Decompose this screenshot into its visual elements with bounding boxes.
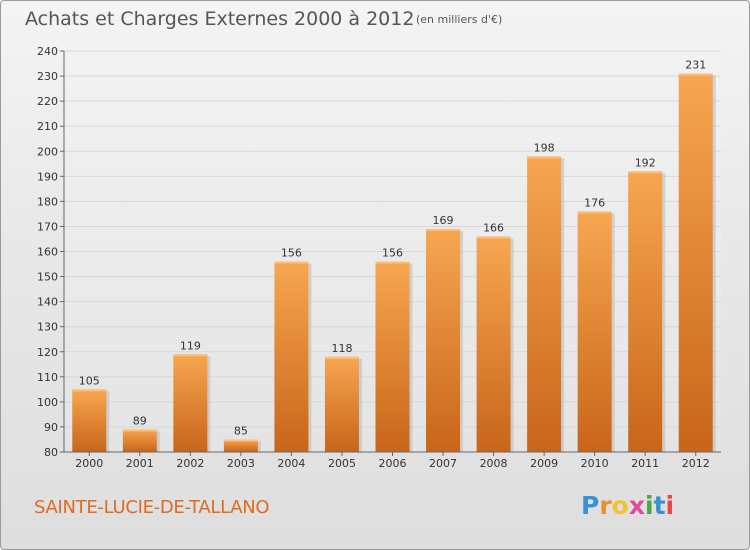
logo-letter: i <box>665 491 675 520</box>
bar-2009 <box>527 156 562 452</box>
value-label-2011: 192 <box>635 156 656 169</box>
y-tick-label: 220 <box>37 95 58 108</box>
chart-title: Achats et Charges Externes 2000 à 2012 <box>25 8 415 30</box>
bar-2007 <box>426 228 461 452</box>
y-tick-label: 170 <box>37 220 58 233</box>
value-label-2012: 231 <box>685 59 706 72</box>
value-label-2008: 166 <box>483 221 504 234</box>
bar-top-highlight <box>577 211 612 214</box>
y-tick-label: 160 <box>37 246 58 259</box>
y-tick-label: 120 <box>37 346 58 359</box>
x-tick-label-2004: 2004 <box>277 457 305 470</box>
chart-unit: (en milliers d'€) <box>416 13 503 26</box>
value-label-2003: 85 <box>234 424 248 437</box>
bar-top-highlight <box>223 439 258 442</box>
y-tick-label: 80 <box>44 446 58 459</box>
y-tick-label: 90 <box>44 421 58 434</box>
value-label-2005: 118 <box>331 342 352 355</box>
bar-top-highlight <box>527 156 562 159</box>
x-tick-label-2005: 2005 <box>328 457 356 470</box>
x-tick-label-2010: 2010 <box>581 457 609 470</box>
y-tick-label: 130 <box>37 321 58 334</box>
bar-top-highlight <box>426 228 461 231</box>
axes: 8090100110120130140150160170180190200210… <box>37 45 721 470</box>
bar-top-highlight <box>678 73 713 76</box>
bar-top-highlight <box>274 261 309 264</box>
value-label-2010: 176 <box>584 196 605 209</box>
bar-2002 <box>173 354 208 452</box>
y-tick-label: 240 <box>37 45 58 58</box>
y-tick-label: 190 <box>37 170 58 183</box>
value-label-2000: 105 <box>79 374 100 387</box>
bar-top-highlight <box>72 389 107 392</box>
bar-2005 <box>324 356 359 452</box>
bar-2012 <box>678 73 713 453</box>
logo-letter: i <box>645 491 654 520</box>
y-tick-label: 100 <box>37 396 58 409</box>
proxiti-logo: Proxiti <box>581 491 674 520</box>
y-tick-label: 110 <box>37 371 58 384</box>
x-tick-label-2008: 2008 <box>480 457 508 470</box>
x-tick-label-2007: 2007 <box>429 457 457 470</box>
x-tick-label-2009: 2009 <box>530 457 558 470</box>
value-label-2006: 156 <box>382 247 403 260</box>
x-tick-label-2001: 2001 <box>126 457 154 470</box>
y-tick-label: 210 <box>37 120 58 133</box>
y-tick-label: 180 <box>37 195 58 208</box>
logo-letter: r <box>599 491 612 520</box>
logo-letter: t <box>653 491 666 520</box>
x-tick-label-2000: 2000 <box>75 457 103 470</box>
bar-2010 <box>577 211 612 452</box>
bar-2008 <box>476 236 511 452</box>
bar-top-highlight <box>173 354 208 357</box>
x-tick-label-2003: 2003 <box>227 457 255 470</box>
value-label-2007: 169 <box>433 214 454 227</box>
bar-2004 <box>274 261 309 452</box>
bar-top-highlight <box>476 236 511 239</box>
bar-top-highlight <box>375 261 410 264</box>
logo-letter: o <box>611 491 629 520</box>
bar-top-highlight <box>628 171 663 174</box>
x-tick-label-2002: 2002 <box>176 457 204 470</box>
bars <box>72 73 716 453</box>
x-tick-label-2006: 2006 <box>379 457 407 470</box>
commune-name: SAINTE-LUCIE-DE-TALLANO <box>34 497 270 518</box>
y-tick-label: 230 <box>37 70 58 83</box>
bar-2000 <box>72 389 107 452</box>
logo-letter: P <box>581 491 600 520</box>
y-tick-label: 150 <box>37 271 58 284</box>
bar-2011 <box>628 171 663 453</box>
x-tick-label-2011: 2011 <box>631 457 659 470</box>
bar-2003 <box>223 439 258 452</box>
bar-2006 <box>375 261 410 452</box>
bar-top-highlight <box>324 356 359 359</box>
bar-top-highlight <box>122 429 157 432</box>
value-label-2004: 156 <box>281 247 302 260</box>
logo-letter: x <box>628 491 645 520</box>
x-tick-label-2012: 2012 <box>682 457 710 470</box>
bar-2001 <box>122 429 157 452</box>
value-label-2001: 89 <box>133 414 147 427</box>
y-tick-label: 200 <box>37 145 58 158</box>
data-labels: 105 89 119 85 156 118 156 169 166 198 176 192 231 <box>79 59 706 438</box>
value-label-2002: 119 <box>180 339 201 352</box>
y-tick-label: 140 <box>37 296 58 309</box>
value-label-2009: 198 <box>534 141 555 154</box>
